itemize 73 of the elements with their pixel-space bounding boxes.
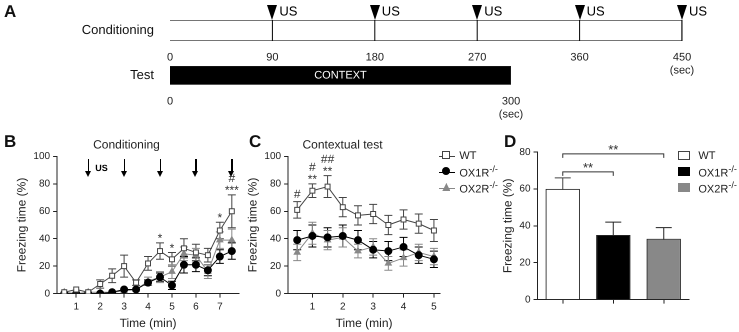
ref-line-label: US: [586, 4, 605, 19]
ref-line-label: US: [382, 4, 400, 19]
text: A: [4, 2, 16, 22]
annotation: **: [308, 172, 318, 186]
x-tick-label: 450: [672, 52, 692, 64]
y-tick-label: 40: [519, 220, 531, 232]
text: WT: [698, 150, 716, 162]
y-tick-label: 40: [38, 233, 51, 244]
legend-label: OX2R$^{-/-}$: [459, 180, 498, 196]
annotation: **: [608, 142, 618, 157]
x-tick-label: 90: [266, 52, 279, 64]
x-tick-label: 5: [169, 301, 176, 312]
y-tick-label: 60: [519, 184, 531, 195]
ref-line-label: US: [689, 4, 708, 19]
annotation: #: [309, 160, 316, 174]
y-tick-label: 80: [270, 178, 282, 190]
annotation: **: [582, 160, 594, 175]
x-tick-label: 360: [570, 52, 589, 64]
ref-line-label: US: [484, 4, 503, 19]
annotation: **: [322, 164, 333, 178]
y-tick-label: 0: [276, 288, 282, 300]
text: C: [249, 132, 262, 152]
annotation: #: [294, 186, 301, 201]
y-tick-label: 100: [33, 151, 51, 162]
x-axis-title: Time (min): [336, 316, 392, 330]
y-axis-title: Freezing time (%): [246, 178, 260, 272]
legend-label: WT: [459, 150, 476, 162]
y-tick-label: 20: [270, 260, 282, 272]
y-tick-label: 0: [524, 294, 531, 306]
data-label: CONTEXT: [314, 69, 368, 82]
x-axis-title: (sec): [498, 108, 524, 120]
x-tick-label: 2: [340, 301, 346, 312]
y-tick-label: 40: [270, 233, 282, 244]
y-tick-label: 20: [519, 257, 531, 268]
x-tick-label: 1: [310, 301, 316, 312]
y-tick-label: 80: [519, 146, 531, 158]
x-tick-label: 3: [121, 301, 128, 312]
y-tick-label: 60: [270, 206, 282, 218]
x-tick-label: 0: [166, 52, 174, 64]
y-axis-title: Freezing time (%): [500, 178, 515, 274]
annotation: *: [158, 231, 163, 246]
annotation: *: [218, 210, 223, 225]
x-tick-label: 1: [73, 301, 80, 312]
y-tick-label: 60: [38, 206, 51, 218]
x-tick-label: 270: [468, 52, 486, 64]
x-tick-label: 5: [431, 301, 438, 312]
x-tick-label: 4: [145, 301, 152, 312]
legend-label: OX1R$^{-/-}$: [459, 164, 498, 180]
y-tick-label: 100: [264, 151, 282, 162]
text: B: [4, 132, 16, 152]
y-tick-label: 0: [44, 288, 51, 300]
x-tick-label: 6: [193, 301, 200, 312]
x-tick-label: 4: [400, 301, 407, 312]
legend-label: OX2R$^{-/-}$: [698, 180, 737, 196]
x-tick-label: 2: [97, 301, 104, 312]
y-axis-title: Freezing time (%): [14, 178, 29, 272]
annotation: ***: [224, 183, 240, 198]
ref-line-label: US: [279, 4, 298, 19]
x-tick-label: 3: [370, 301, 376, 312]
x-tick-label: 300: [502, 95, 520, 108]
annotation: ##: [320, 152, 335, 166]
chart-title: Contextual test: [302, 138, 384, 152]
x-axis-title: (sec): [670, 64, 694, 77]
x-axis-title: Time (min): [120, 316, 176, 330]
annotation: *: [170, 240, 175, 255]
x-tick-label: 180: [366, 52, 384, 64]
x-tick-label: 7: [217, 301, 224, 312]
y-tick-label: 80: [38, 178, 51, 190]
ref-line-label: US: [95, 162, 108, 173]
legend-label: OX1R$^{-/-}$: [698, 164, 737, 180]
text: D: [504, 132, 516, 152]
y-tick-label: 20: [38, 260, 51, 272]
y-tick-label: Test: [130, 66, 154, 82]
